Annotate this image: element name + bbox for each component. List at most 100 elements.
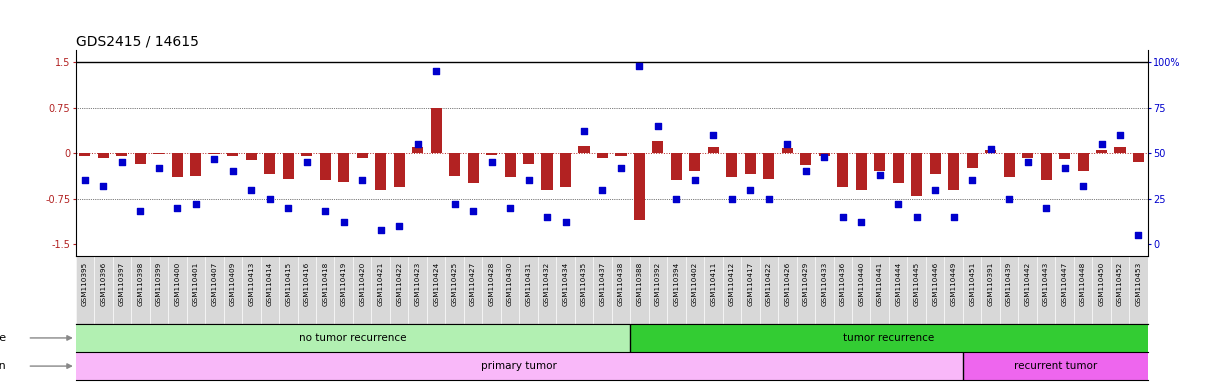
Point [722,195,741,202]
Text: GSM110412: GSM110412 [729,262,735,306]
Bar [302,153,313,156]
Bar [670,153,683,180]
Text: GSM110429: GSM110429 [802,262,808,306]
Point [353,177,372,184]
Point [630,63,650,69]
Bar [949,153,960,190]
Bar [541,153,553,190]
Bar [1040,153,1051,180]
Bar [579,146,590,153]
Bar [1022,153,1033,158]
Point [297,159,316,165]
Text: GSM110414: GSM110414 [266,262,272,306]
Bar [134,153,147,164]
Point [482,159,502,165]
Text: GSM110444: GSM110444 [895,262,901,306]
Text: GSM110419: GSM110419 [341,262,347,306]
Point [889,201,908,207]
Bar [985,150,996,153]
Text: primary tumor: primary tumor [481,361,557,371]
Bar [929,153,940,174]
Text: GSM110394: GSM110394 [674,262,679,306]
Text: GSM110438: GSM110438 [618,262,624,306]
Bar [838,153,849,187]
Text: GSM110436: GSM110436 [840,262,846,306]
Text: GSM110430: GSM110430 [507,262,513,306]
Text: GSM110453: GSM110453 [1136,262,1142,306]
Point [556,219,575,225]
Bar [893,153,904,184]
Text: GSM110399: GSM110399 [156,262,162,306]
Point [869,172,889,178]
Text: GSM110434: GSM110434 [563,262,569,306]
Point [131,209,150,215]
Point [1055,165,1074,171]
Bar [856,153,867,190]
Point [833,214,852,220]
Text: GSM110397: GSM110397 [118,262,125,306]
Text: GSM110421: GSM110421 [377,262,383,306]
Point [612,165,631,171]
Bar [745,153,756,174]
Text: GSM110420: GSM110420 [359,262,365,306]
Bar [245,153,256,161]
Text: GSM110440: GSM110440 [858,262,864,306]
Bar [264,153,275,174]
Bar [468,153,479,184]
Text: GSM110451: GSM110451 [969,262,976,306]
Point [112,159,132,165]
Text: GSM110402: GSM110402 [692,262,698,306]
Text: GSM110433: GSM110433 [822,262,828,306]
Text: GSM110446: GSM110446 [932,262,938,306]
Text: specimen: specimen [0,361,6,371]
Bar [560,153,571,187]
Text: GSM110418: GSM110418 [322,262,328,306]
Point [741,187,761,193]
Point [149,165,168,171]
Point [76,177,95,184]
Bar [76,352,963,380]
Point [648,123,668,129]
Point [519,177,538,184]
Point [1037,205,1056,211]
Point [1073,183,1093,189]
Text: recurrent tumor: recurrent tumor [1013,361,1096,371]
Bar [320,153,331,180]
Text: GSM110391: GSM110391 [988,262,994,306]
Text: GSM110428: GSM110428 [488,262,495,306]
Bar [1096,150,1107,153]
Point [944,214,963,220]
Text: GSM110450: GSM110450 [1099,262,1105,306]
Bar [116,153,127,156]
Text: GSM110432: GSM110432 [545,262,549,306]
Point [444,201,464,207]
Bar [819,153,830,156]
Point [371,227,391,233]
Text: GSM110452: GSM110452 [1117,262,1123,306]
Text: GSM110425: GSM110425 [452,262,458,306]
Point [223,168,243,174]
Point [592,187,612,193]
Point [667,195,686,202]
Point [1092,141,1111,147]
Text: tumor recurrence: tumor recurrence [844,333,934,343]
Text: GSM110416: GSM110416 [304,262,310,306]
Point [796,168,816,174]
Point [408,141,427,147]
Bar [911,153,922,195]
Point [260,195,280,202]
Point [315,209,335,215]
Text: GSM110424: GSM110424 [433,262,440,306]
Text: GSM110435: GSM110435 [581,262,587,306]
Point [814,154,834,160]
Text: GSM110413: GSM110413 [248,262,254,306]
Bar [781,148,792,153]
Point [242,187,261,193]
Text: GSM110443: GSM110443 [1043,262,1049,306]
Text: GSM110422: GSM110422 [766,262,772,306]
Text: GSM110415: GSM110415 [286,262,292,306]
Bar [375,153,386,190]
Text: GSM110441: GSM110441 [877,262,883,306]
Point [999,195,1018,202]
Point [205,156,225,162]
